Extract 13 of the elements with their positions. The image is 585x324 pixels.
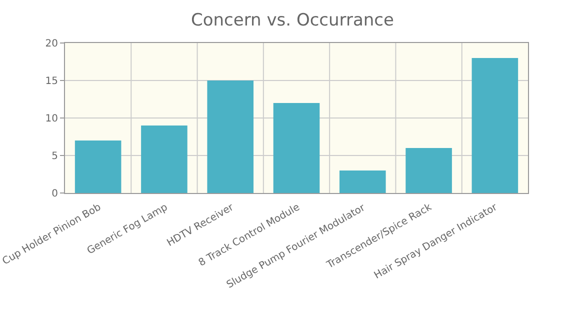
y-tick-label: 0 bbox=[52, 188, 58, 200]
y-tick-label: 10 bbox=[45, 114, 58, 124]
y-tick-label: 15 bbox=[45, 76, 58, 87]
bar bbox=[339, 170, 386, 193]
y-tick-label: 5 bbox=[52, 151, 58, 162]
bar bbox=[141, 126, 188, 193]
bar bbox=[207, 80, 254, 193]
bar bbox=[472, 58, 518, 193]
bar bbox=[406, 148, 452, 193]
chart-title: Concern vs. Occurrance bbox=[191, 10, 394, 30]
bar bbox=[74, 140, 122, 193]
y-tick-label: 20 bbox=[45, 38, 58, 50]
bar bbox=[273, 103, 320, 193]
